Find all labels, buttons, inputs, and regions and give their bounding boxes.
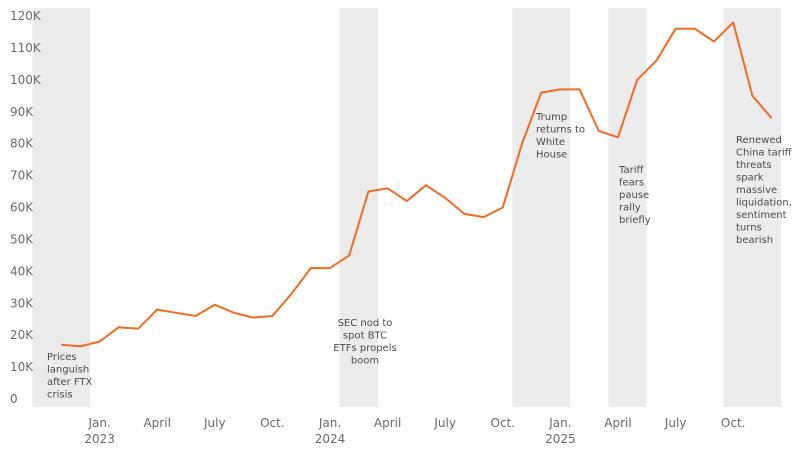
shaded-period: [32, 8, 90, 407]
y-tick-label: 40K: [10, 264, 34, 278]
x-tick-label: April: [374, 416, 401, 430]
y-tick-label: 90K: [10, 105, 34, 119]
y-tick-label: 80K: [10, 137, 34, 151]
x-tick-year: 2025: [545, 432, 576, 446]
annotation-line: Trump: [535, 112, 567, 123]
x-tick-label: July: [664, 416, 687, 430]
annotation-line: threats: [736, 160, 772, 171]
annotation-line: ETFs propels: [333, 343, 396, 354]
y-tick-label: 30K: [10, 296, 34, 310]
annotation-line: White: [536, 137, 565, 148]
annotation-line: languish: [47, 365, 89, 376]
x-tick-label: Oct.: [491, 416, 516, 430]
annotation-line: after FTX: [47, 377, 93, 388]
shaded-period: [339, 8, 378, 407]
y-tick-label: 70K: [10, 169, 34, 183]
y-tick-label: 20K: [10, 328, 34, 342]
x-tick-label: July: [203, 416, 226, 430]
annotation-line: spark: [736, 173, 764, 184]
y-tick-label: 100K: [10, 73, 42, 87]
annotation-line: House: [536, 150, 567, 161]
shaded-period: [512, 8, 570, 407]
price-line: [61, 21, 773, 348]
annotation-line: sentiment: [736, 210, 787, 221]
y-tick-label: 110K: [10, 41, 42, 55]
x-tick-label: Jan.: [548, 416, 571, 430]
annotation-line: boom: [351, 356, 379, 367]
y-tick-label: 10K: [10, 360, 34, 374]
x-tick-label: April: [143, 416, 170, 430]
annotation-line: liquidation,: [736, 198, 792, 209]
x-tick-label: Oct.: [721, 416, 746, 430]
annotation-line: fears: [619, 178, 644, 189]
x-tick-label: Oct.: [260, 416, 285, 430]
annotation-line: rally: [619, 203, 641, 214]
x-tick-label: July: [433, 416, 456, 430]
y-tick-label: 120K: [10, 9, 42, 23]
annotation-line: China tariff: [736, 148, 792, 159]
y-tick-label: 60K: [10, 201, 34, 215]
y-tick-label: 0: [10, 392, 18, 406]
annotation-line: pause: [619, 190, 649, 201]
shaded-period: [723, 8, 782, 407]
annotation-line: massive: [736, 185, 777, 196]
annotation-line: spot BTC: [343, 331, 387, 342]
shaded-period: [608, 8, 647, 407]
annotation-line: briefly: [619, 215, 651, 226]
annotation-line: bearish: [736, 235, 773, 246]
annotation-line: Prices: [47, 352, 77, 363]
annotation-line: crisis: [47, 390, 73, 401]
x-tick-year: 2023: [84, 432, 115, 446]
annotation-line: Tariff: [618, 165, 644, 176]
annotation-line: Renewed: [736, 135, 782, 146]
x-tick-label: April: [604, 416, 631, 430]
y-tick-label: 50K: [10, 232, 34, 246]
x-tick-label: Jan.: [87, 416, 110, 430]
annotation-line: returns to: [536, 125, 585, 136]
annotation-line: turns: [736, 223, 762, 234]
x-tick-year: 2024: [315, 432, 346, 446]
annotation-line: SEC nod to: [338, 318, 393, 329]
x-tick-label: Jan.: [318, 416, 341, 430]
